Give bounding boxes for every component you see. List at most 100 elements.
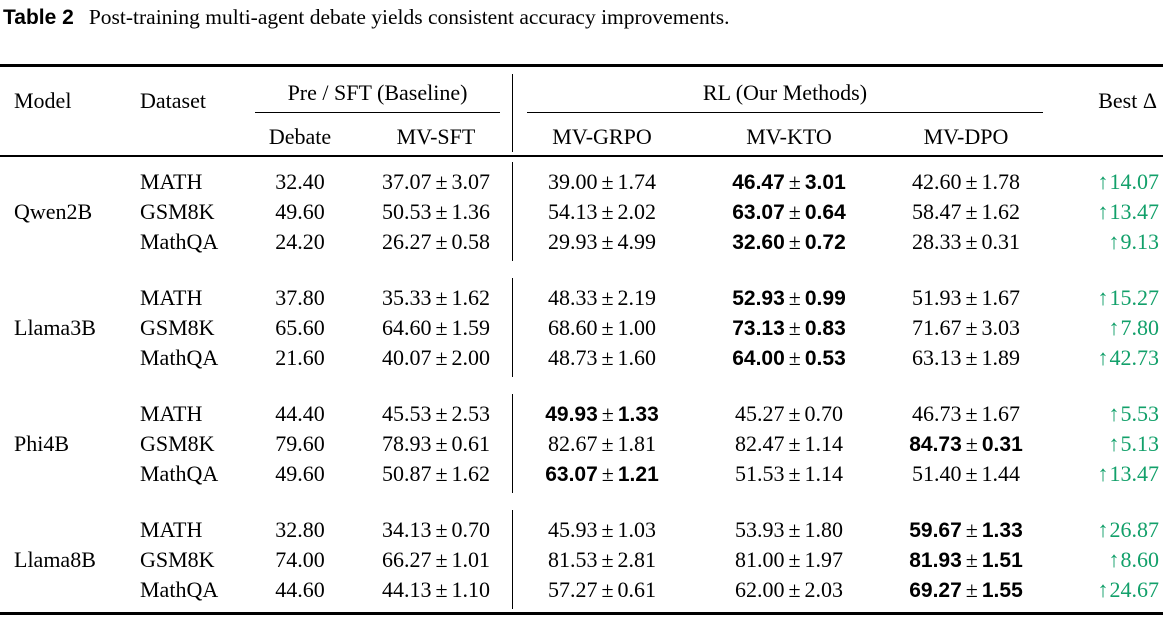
cell-mv-sft: 35.33 ±1.62 xyxy=(381,285,491,310)
cell-mv-sft: 64.60 ±1.59 xyxy=(381,315,491,340)
plus-minus-sign: ± xyxy=(601,577,614,602)
header-baseline-group: Pre / SFT (Baseline) xyxy=(287,80,468,105)
plus-minus-sign: ± xyxy=(788,199,801,224)
dataset-cell: MathQA xyxy=(140,345,219,370)
plus-minus-sign: ± xyxy=(435,169,448,194)
cell-mv-grpo: 48.73 ±1.60 xyxy=(547,345,657,370)
plus-minus-sign: ± xyxy=(788,577,801,602)
table-row: GSM8K 79.60 78.93 ±0.61 82.67 ±1.81 82.47 ±1.14… xyxy=(0,429,1163,459)
best-delta-cell: ↑14.07 xyxy=(1097,169,1160,194)
cell-mv-sft: 50.53 ±1.36 xyxy=(381,199,491,224)
rl-group-rule xyxy=(527,112,1043,113)
plus-minus-sign: ± xyxy=(435,401,448,426)
plus-minus-sign: ± xyxy=(965,199,978,224)
up-arrow-icon: ↑ xyxy=(1108,431,1120,456)
plus-minus-sign: ± xyxy=(965,547,978,572)
header-rl-group: RL (Our Methods) xyxy=(702,80,868,105)
table-caption: Table 2 Post-training multi-agent debate… xyxy=(3,5,729,30)
best-delta-cell: ↑13.47 xyxy=(1097,199,1160,224)
plus-minus-sign: ± xyxy=(788,285,801,310)
table-row: MathQA 49.60 50.87 ±1.62 63.07 ±1.21 51.53 ±1.1… xyxy=(0,459,1163,489)
debate-cell: 37.80 xyxy=(275,285,325,310)
cell-mv-sft: 50.87 ±1.62 xyxy=(381,461,491,486)
header-debate: Debate xyxy=(268,124,332,149)
up-arrow-icon: ↑ xyxy=(1097,577,1109,602)
cell-mv-sft: 66.27 ±1.01 xyxy=(381,547,491,572)
plus-minus-sign: ± xyxy=(965,431,978,456)
dataset-cell: MATH xyxy=(140,401,203,426)
dataset-cell: GSM8K xyxy=(140,431,215,456)
best-delta-cell: ↑5.13 xyxy=(1108,431,1160,456)
cell-mv-grpo: 49.93 ±1.33 xyxy=(545,401,659,426)
plus-minus-sign: ± xyxy=(965,401,978,426)
cell-mv-kto: 46.47 ±3.01 xyxy=(732,169,846,194)
cell-mv-kto: 81.00 ±1.97 xyxy=(734,547,844,572)
debate-cell: 74.00 xyxy=(275,547,325,572)
debate-cell: 44.60 xyxy=(275,577,325,602)
plus-minus-sign: ± xyxy=(601,431,614,456)
body-column-divider xyxy=(512,278,513,377)
best-delta-cell: ↑9.13 xyxy=(1108,229,1160,254)
model-name: Llama3B xyxy=(14,315,96,340)
body-column-divider xyxy=(512,510,513,609)
plus-minus-sign: ± xyxy=(965,169,978,194)
table-row: MathQA 24.20 26.27 ±0.58 29.93 ±4.99 32.60 ±0.7… xyxy=(0,227,1163,257)
plus-minus-sign: ± xyxy=(435,461,448,486)
cell-mv-kto: 63.07 ±0.64 xyxy=(732,199,846,224)
up-arrow-icon: ↑ xyxy=(1097,285,1109,310)
best-delta-cell: ↑26.87 xyxy=(1097,517,1160,542)
best-delta-cell: ↑8.60 xyxy=(1108,547,1160,572)
dataset-cell: GSM8K xyxy=(140,547,215,572)
cell-mv-grpo: 68.60 ±1.00 xyxy=(547,315,657,340)
debate-cell: 65.60 xyxy=(275,315,325,340)
table-row: MATH 44.40 45.53 ±2.53 49.93 ±1.33 45.27 ±0.70 4… xyxy=(0,399,1163,429)
cell-mv-kto: 51.53 ±1.14 xyxy=(734,461,844,486)
cell-mv-dpo: 84.73 ±0.31 xyxy=(909,431,1023,456)
model-name: Llama8B xyxy=(14,547,96,572)
best-delta-cell: ↑7.80 xyxy=(1108,315,1160,340)
header-sub-row: Debate MV-SFT MV-GRPO MV-KTO MV-DPO xyxy=(0,122,1163,152)
plus-minus-sign: ± xyxy=(601,285,614,310)
cell-mv-dpo: 71.67 ±3.03 xyxy=(911,315,1021,340)
dataset-cell: MathQA xyxy=(140,577,219,602)
plus-minus-sign: ± xyxy=(788,315,801,340)
up-arrow-icon: ↑ xyxy=(1108,547,1120,572)
cell-mv-dpo: 59.67 ±1.33 xyxy=(909,517,1023,542)
header-column-divider xyxy=(512,74,513,152)
dataset-cell: MATH xyxy=(140,169,203,194)
plus-minus-sign: ± xyxy=(435,229,448,254)
plus-minus-sign: ± xyxy=(965,229,978,254)
plus-minus-sign: ± xyxy=(788,401,801,426)
cell-mv-kto: 82.47 ±1.14 xyxy=(734,431,844,456)
cell-mv-dpo: 69.27 ±1.55 xyxy=(909,577,1023,602)
table-row: MATH 32.80 34.13 ±0.70 45.93 ±1.03 53.93 ±1.80 5… xyxy=(0,515,1163,545)
plus-minus-sign: ± xyxy=(788,517,801,542)
cell-mv-grpo: 81.53 ±2.81 xyxy=(547,547,657,572)
plus-minus-sign: ± xyxy=(601,345,614,370)
plus-minus-sign: ± xyxy=(435,285,448,310)
best-delta-cell: ↑13.47 xyxy=(1097,461,1160,486)
plus-minus-sign: ± xyxy=(788,547,801,572)
body-column-divider xyxy=(512,394,513,493)
table-row: GSM8K 49.60 50.53 ±1.36 54.13 ±2.02 63.07 ±0.64… xyxy=(0,197,1163,227)
header-model: Model xyxy=(14,88,72,113)
up-arrow-icon: ↑ xyxy=(1108,401,1120,426)
cell-mv-sft: 44.13 ±1.10 xyxy=(381,577,491,602)
plus-minus-sign: ± xyxy=(601,199,614,224)
best-delta-cell: ↑5.53 xyxy=(1108,401,1160,426)
cell-mv-sft: 34.13 ±0.70 xyxy=(381,517,491,542)
plus-minus-sign: ± xyxy=(965,517,978,542)
header-mv-dpo: MV-DPO xyxy=(923,124,1009,149)
debate-cell: 24.20 xyxy=(275,229,325,254)
dataset-cell: MATH xyxy=(140,517,203,542)
debate-cell: 32.80 xyxy=(275,517,325,542)
cell-mv-dpo: 58.47 ±1.62 xyxy=(911,199,1021,224)
cell-mv-kto: 32.60 ±0.72 xyxy=(732,229,846,254)
cell-mv-kto: 53.93 ±1.80 xyxy=(734,517,844,542)
plus-minus-sign: ± xyxy=(601,169,614,194)
up-arrow-icon: ↑ xyxy=(1097,199,1109,224)
cell-mv-kto: 73.13 ±0.83 xyxy=(732,315,846,340)
dataset-cell: GSM8K xyxy=(140,199,215,224)
plus-minus-sign: ± xyxy=(788,461,801,486)
